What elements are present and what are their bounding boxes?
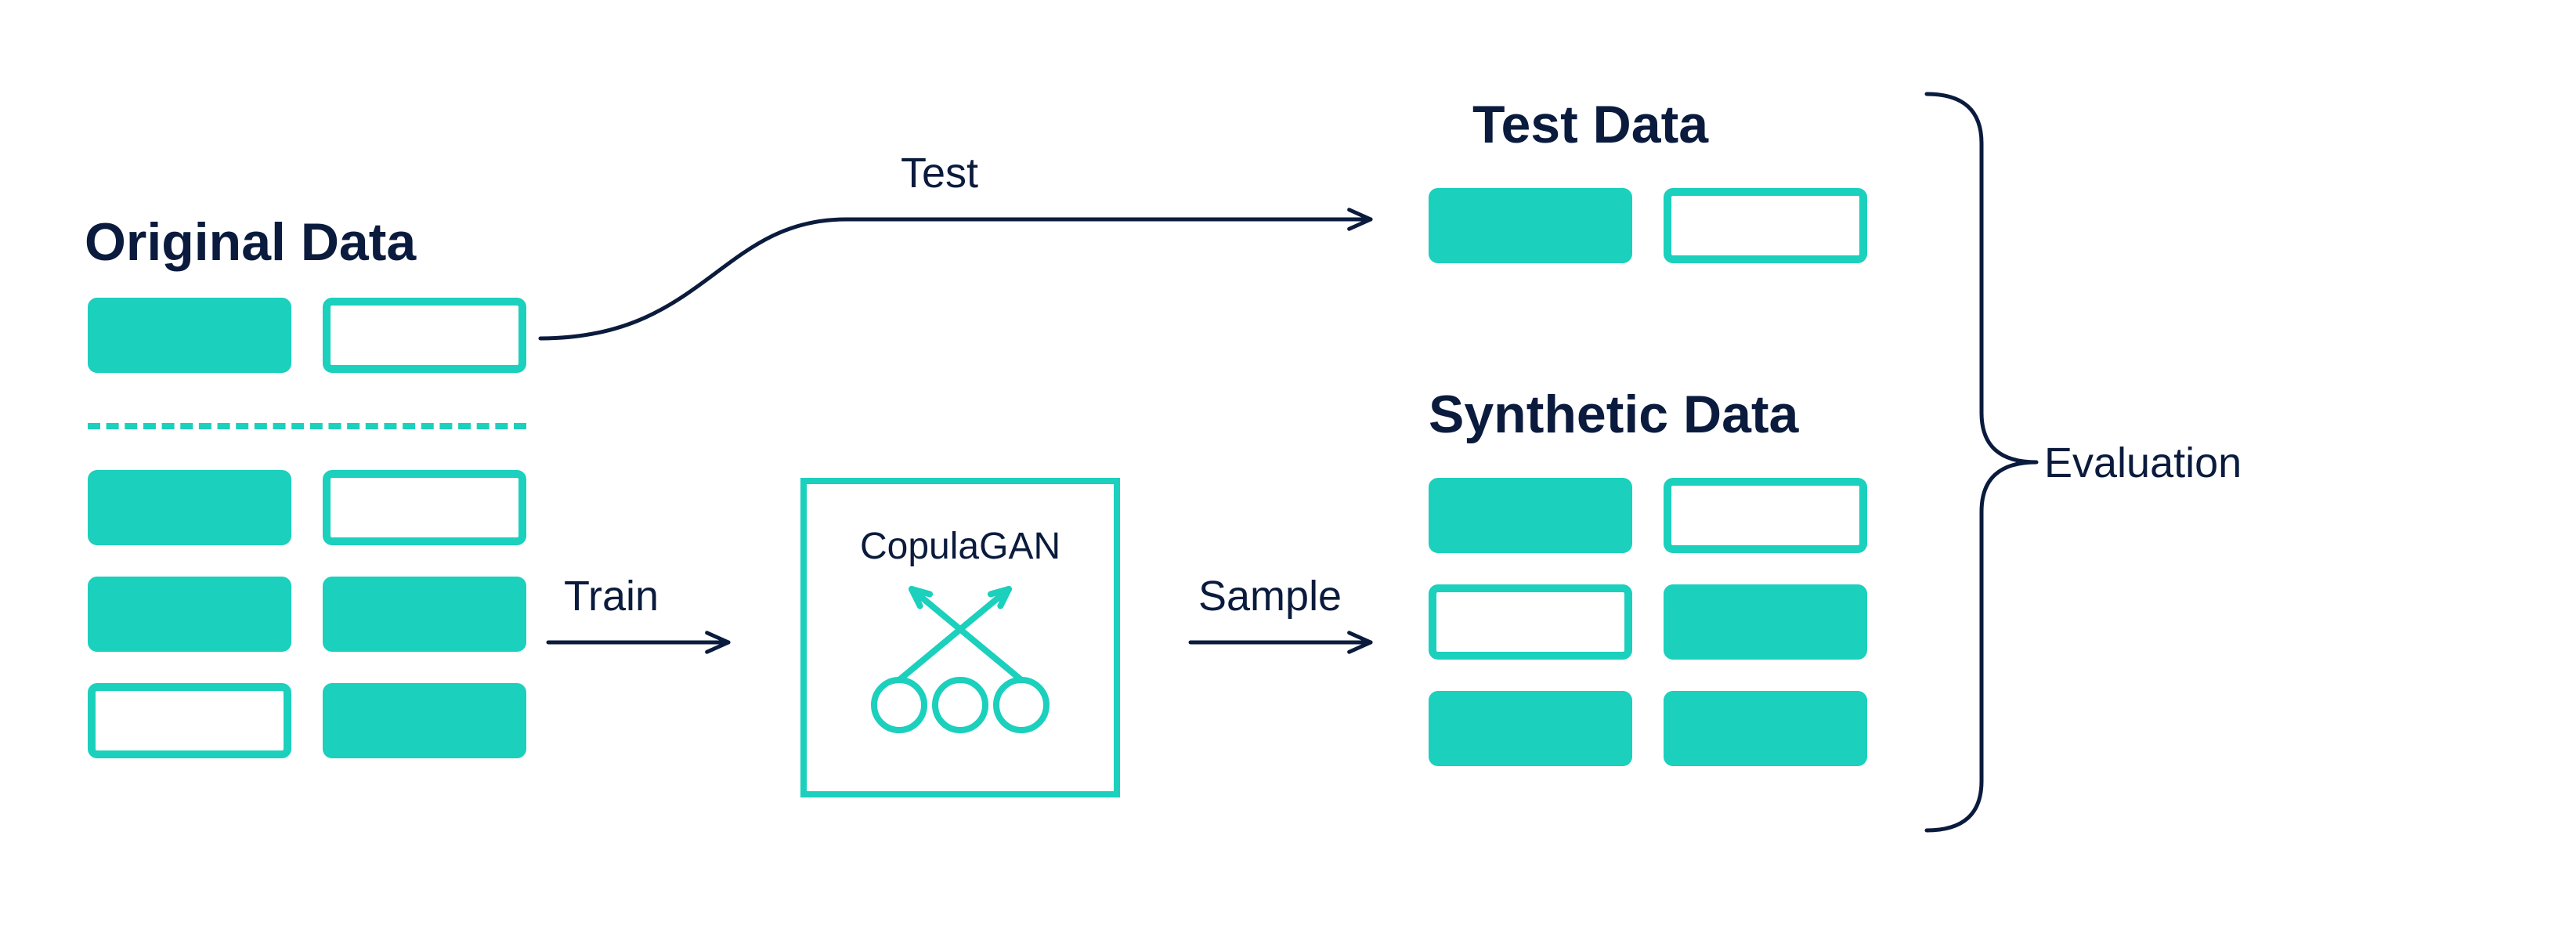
evaluation-brace	[1927, 94, 2036, 830]
model-icon-circle-left	[874, 680, 924, 730]
arrow-test	[540, 219, 1371, 338]
model-icon-circle-mid	[935, 680, 985, 730]
diagram-overlay	[0, 0, 2576, 933]
model-icon-circle-right	[996, 680, 1046, 730]
